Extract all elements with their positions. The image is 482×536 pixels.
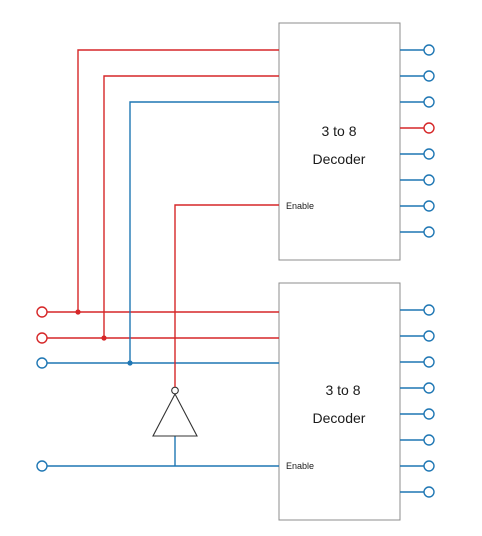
inverter-gate xyxy=(152,386,198,437)
input-c-junction-dot xyxy=(127,360,133,366)
decoder-top: 3 to 8 Decoder Enable xyxy=(278,22,435,261)
input-c-wire-branch xyxy=(129,101,279,363)
input-b-wiring xyxy=(36,75,279,344)
decoder-top-enable-label: Enable xyxy=(286,201,314,211)
input-b-wire-branch xyxy=(103,75,279,338)
inverted-enable-wire xyxy=(174,204,279,387)
decoder-top-output-2-terminal[interactable] xyxy=(423,96,435,108)
decoder-bottom-output-1-terminal[interactable] xyxy=(423,330,435,342)
decoder-bottom-box xyxy=(278,282,401,521)
decoder-top-output-1-terminal[interactable] xyxy=(423,70,435,82)
enable-terminal[interactable] xyxy=(36,460,48,472)
decoder-bottom: 3 to 8 Decoder Enable xyxy=(278,282,435,521)
input-c-terminal[interactable] xyxy=(36,357,48,369)
decoder-top-output-4-terminal[interactable] xyxy=(423,148,435,160)
input-a-wire-branch xyxy=(77,49,279,312)
decoder-top-output-6-terminal[interactable] xyxy=(423,200,435,212)
decoder-bottom-output-5-terminal[interactable] xyxy=(423,434,435,446)
decoder-top-output-5-terminal[interactable] xyxy=(423,174,435,186)
decoder-top-output-3-terminal[interactable] xyxy=(423,122,435,134)
input-a-wiring xyxy=(36,49,279,318)
decoder-top-box xyxy=(278,22,401,261)
decoder-top-output-7-terminal[interactable] xyxy=(423,226,435,238)
input-c-wiring xyxy=(36,101,279,369)
decoder-bottom-output-3-terminal[interactable] xyxy=(423,382,435,394)
decoder-bottom-output-2-terminal[interactable] xyxy=(423,356,435,368)
decoder-top-output-0-terminal[interactable] xyxy=(423,44,435,56)
decoder-top-outputs xyxy=(400,44,435,238)
decoder-bottom-output-4-terminal[interactable] xyxy=(423,408,435,420)
decoder-bottom-output-7-terminal[interactable] xyxy=(423,486,435,498)
decoder-top-title-line2: Decoder xyxy=(313,151,366,167)
decoder-bottom-outputs xyxy=(400,304,435,498)
decoder-bottom-enable-label: Enable xyxy=(286,461,314,471)
input-a-terminal[interactable] xyxy=(36,306,48,318)
decoder-top-title-line1: 3 to 8 xyxy=(321,123,356,139)
inverter-triangle xyxy=(152,392,198,437)
inverter-bubble xyxy=(171,386,179,395)
decoder-bottom-title-line2: Decoder xyxy=(313,410,366,426)
decoder-bottom-output-0-terminal[interactable] xyxy=(423,304,435,316)
input-b-junction-dot xyxy=(101,335,107,341)
decoder-bottom-output-6-terminal[interactable] xyxy=(423,460,435,472)
decoder-bottom-title-line1: 3 to 8 xyxy=(325,382,360,398)
input-a-junction-dot xyxy=(75,309,81,315)
enable-wiring xyxy=(36,436,279,472)
input-b-terminal[interactable] xyxy=(36,332,48,344)
